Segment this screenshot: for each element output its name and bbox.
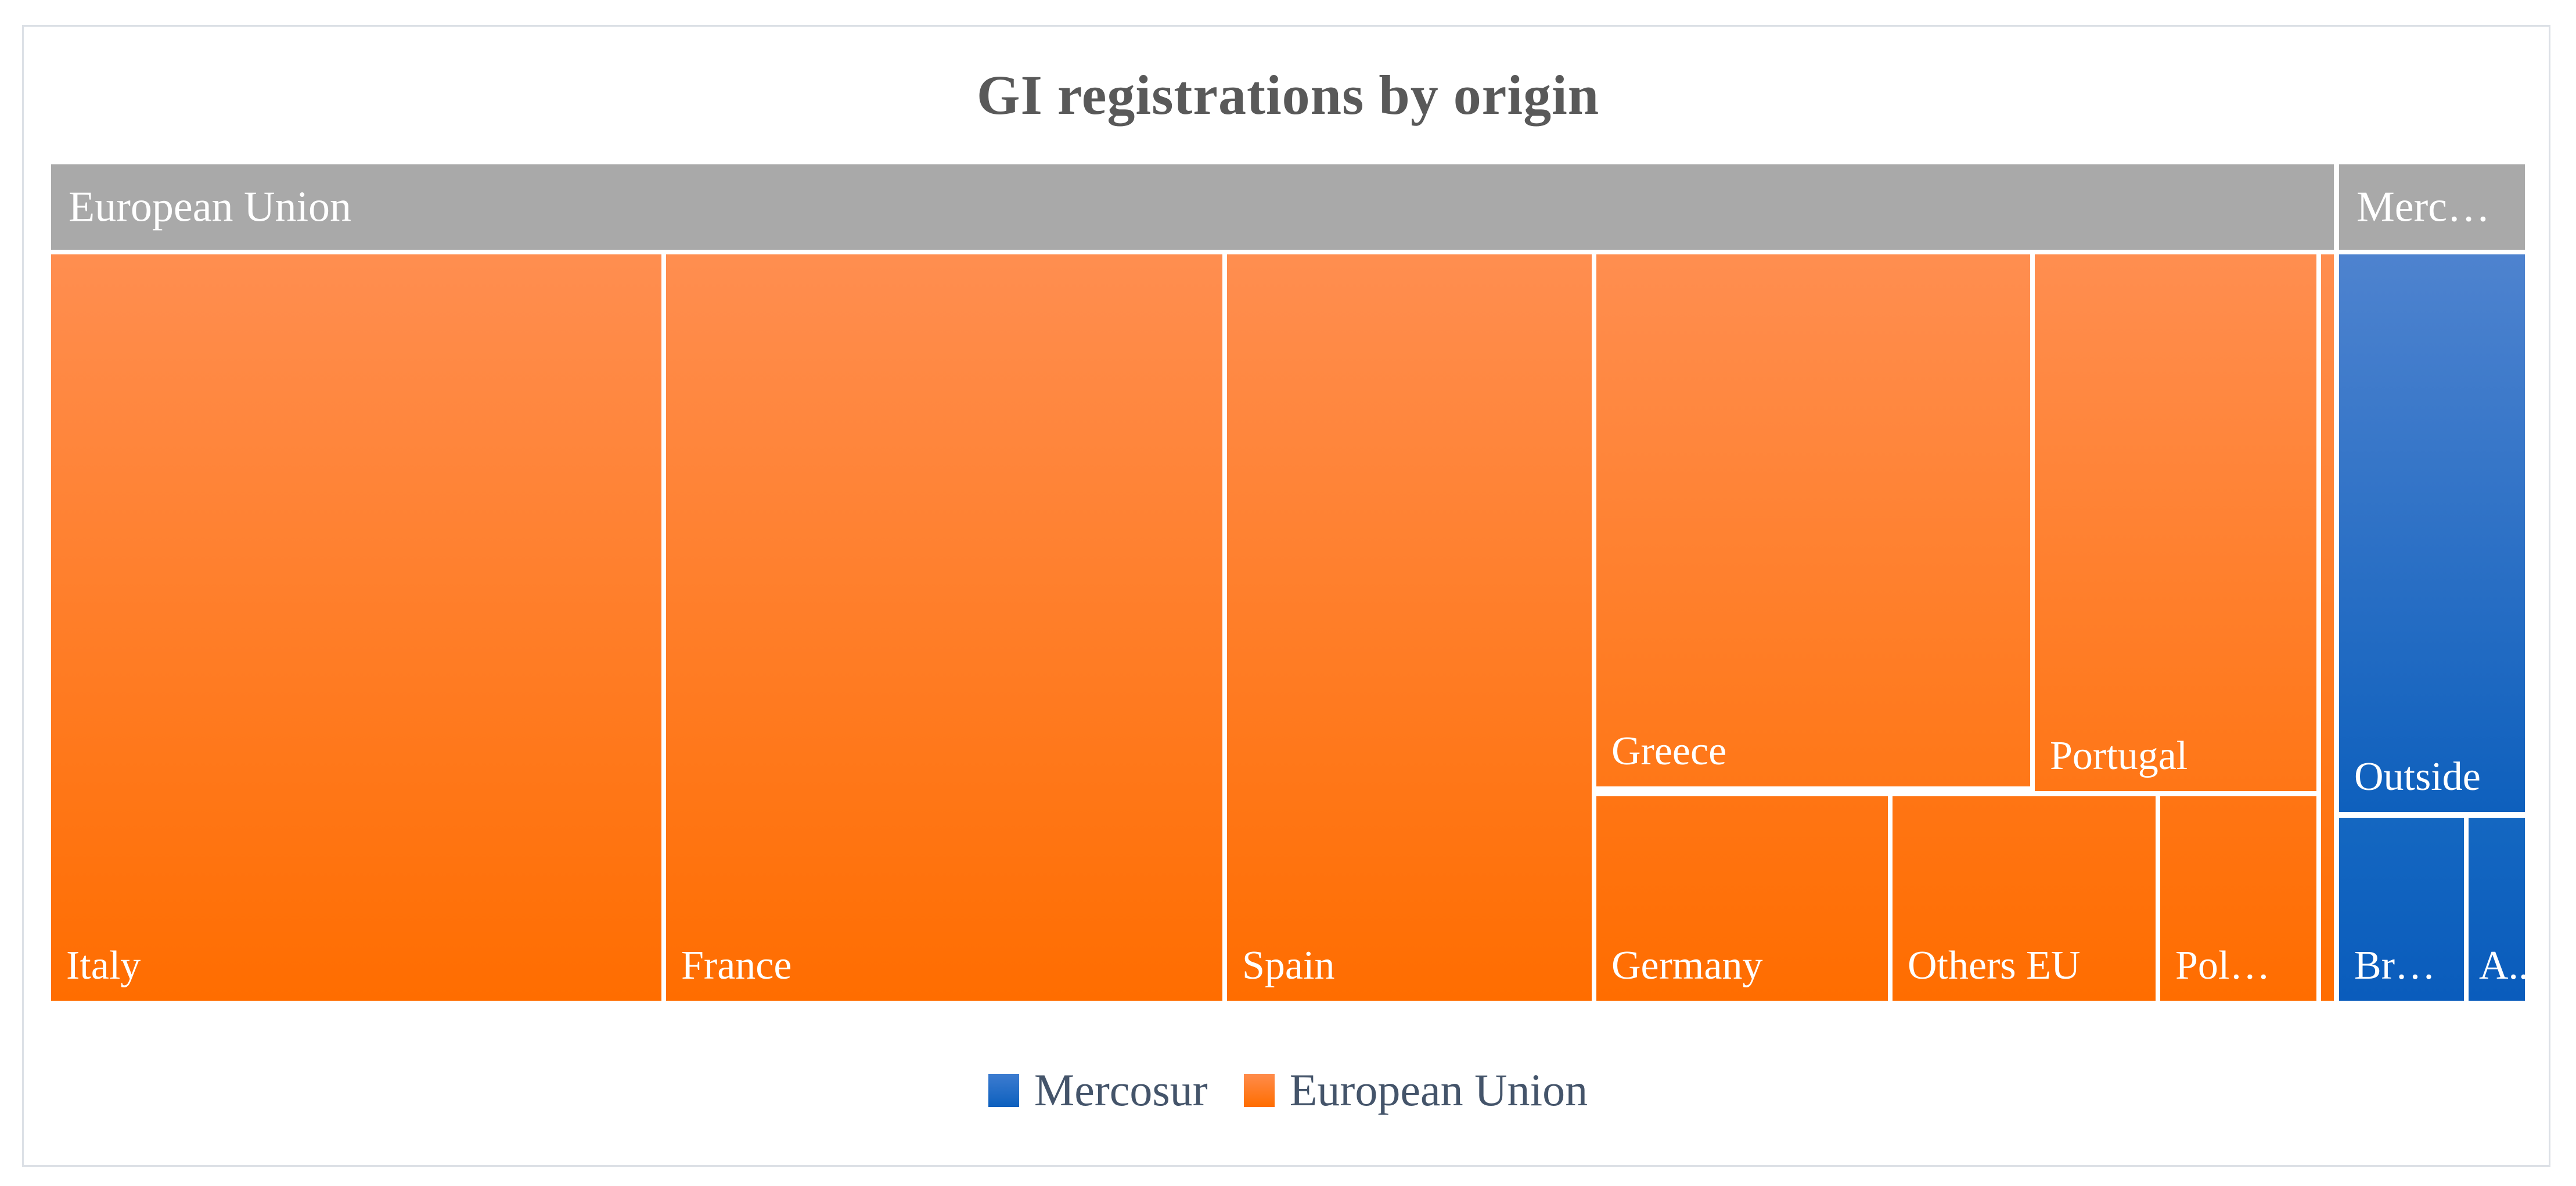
treemap-cell-label: Pol… xyxy=(2175,943,2271,988)
treemap-cell-br[interactable]: Br… xyxy=(2339,818,2464,1001)
treemap-cell-others-eu[interactable]: Others EU xyxy=(1893,796,2156,1001)
treemap-cell-label: Portugal xyxy=(2050,734,2188,778)
treemap-cell-label: Outside xyxy=(2354,754,2481,799)
chart-title: GI registrations by origin xyxy=(976,64,1600,126)
group-header-mercosur[interactable]: Merc… xyxy=(2339,164,2525,250)
treemap-cell-pol[interactable]: Pol… xyxy=(2160,796,2316,1001)
treemap-cell-label: A.. xyxy=(2479,943,2525,988)
treemap-cell-a[interactable]: A.. xyxy=(2469,818,2525,1001)
treemap-cell-label: Br… xyxy=(2354,943,2435,988)
legend-item-mercosur[interactable]: Mercosur xyxy=(988,1064,1208,1116)
treemap-cell-label: Germany xyxy=(1611,943,1763,988)
treemap-plot-area: European Union Merc… Italy France Spain … xyxy=(51,164,2525,1001)
treemap-cell-label: Others EU xyxy=(1908,943,2081,988)
group-header-european-union[interactable]: European Union xyxy=(51,164,2334,250)
group-header-label: Merc… xyxy=(2356,183,2491,231)
treemap-cell-label: Italy xyxy=(66,943,141,988)
treemap-cell-greece[interactable]: Greece xyxy=(1596,254,2030,786)
treemap-cell-outside[interactable]: Outside xyxy=(2339,254,2525,812)
legend-label: Mercosur xyxy=(1034,1065,1208,1115)
legend-swatch-european-union xyxy=(1243,1073,1275,1107)
treemap-cell-label: France xyxy=(681,943,792,988)
chart-legend: Mercosur European Union xyxy=(0,1064,2576,1116)
legend-label: European Union xyxy=(1289,1065,1588,1115)
treemap-cell-germany[interactable]: Germany xyxy=(1596,796,1888,1001)
legend-item-european-union[interactable]: European Union xyxy=(1243,1064,1588,1116)
treemap-cell-italy[interactable]: Italy xyxy=(51,254,661,1001)
treemap-cell-label: Greece xyxy=(1611,729,1727,774)
treemap-cell-label: Spain xyxy=(1242,943,1335,988)
group-header-label: European Union xyxy=(69,183,352,231)
treemap-cell-portugal[interactable]: Portugal xyxy=(2035,254,2316,791)
treemap-cell-france[interactable]: France xyxy=(666,254,1222,1001)
treemap-cell-eu-unlabeled-sliver[interactable] xyxy=(2321,254,2334,1001)
legend-swatch-mercosur xyxy=(988,1073,1019,1107)
treemap-cell-spain[interactable]: Spain xyxy=(1227,254,1592,1001)
